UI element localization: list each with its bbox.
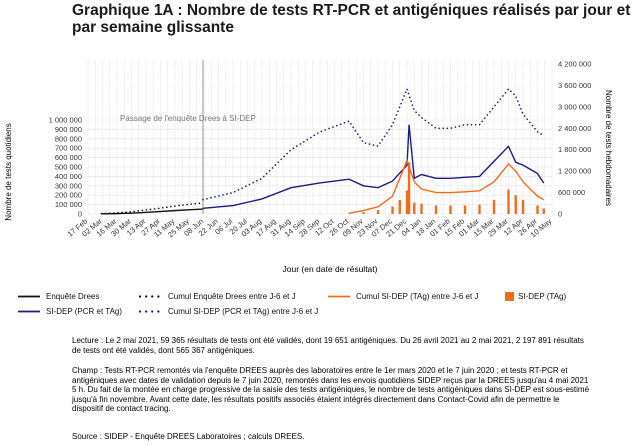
y-right-tick-label: 0 [558,210,562,219]
y-right-tick-label: 4 200 000 [558,60,591,69]
note-source-text: Source : SIDEP - Enquête DREES Laboratoi… [72,432,305,441]
y-left-tick-label: 1 000 000 [49,116,82,125]
y-right-tick-label: 1 800 000 [558,145,591,154]
bar-tag [391,206,394,214]
y-right-tick-label: 1 200 000 [558,167,591,176]
bar-tag [521,199,525,214]
y-axis-right-label: Nombre de tests hebdomadaires [604,90,613,206]
y-left-tick-label: 400 000 [55,172,82,181]
y-right-tick-label: 2 400 000 [558,124,591,133]
note-source: Source : SIDEP - Enquête DREES Laboratoi… [72,432,592,442]
bar-tag [405,190,409,214]
y-right-tick-label: 3 000 000 [558,102,591,111]
y-left-tick-label: 700 000 [55,144,82,153]
y-axis-left-label: Nombre de tests quotidiens [4,123,13,220]
bar-tag [413,202,416,214]
y-left-tick-label: 600 000 [55,153,82,162]
legend-label: SI-DEP (PCR et TAg) [46,307,122,316]
y-left-tick-label: 0 [78,210,82,219]
y-left-tick-label: 500 000 [55,163,82,172]
bar-tag [463,205,467,214]
y-right-tick-label: 3 600 000 [558,81,591,90]
bar-tag [434,205,438,214]
legend-symbol-box [505,292,514,301]
legend-label: Cumul Enquête Drees entre J-6 et J [168,292,296,301]
y-left-tick-label: 800 000 [55,134,82,143]
x-axis-label: Jour (en date de résultat) [283,264,378,274]
bar-tag [362,212,365,214]
bar-tag [507,189,510,214]
switch-annotation: Passage de l'enquête Drees à SI-DEP [120,114,256,123]
legend-label: Cumul SI-DEP (TAg) entre J-6 et J [356,292,478,301]
bar-tag [420,203,423,214]
y-left-tick-label: 300 000 [55,181,82,190]
grid [87,60,553,215]
bar-tag [398,199,401,214]
note-champ-text: Champ : Tests RT-PCR remontés via l'enqu… [72,366,590,414]
bar-tag [542,208,545,214]
y-left-tick-label: 200 000 [55,191,82,200]
bar-tag [492,199,496,214]
bar-tag [478,204,481,214]
y-left-tick-label: 900 000 [55,125,82,134]
bar-tag [376,210,380,214]
legend-label: SI-DEP (TAg) [518,292,566,301]
bars-tag [347,162,545,214]
note-lecture: Lecture : Le 2 mai 2021, 59 365 résultat… [72,336,592,355]
bar-tag [407,162,411,214]
bar-tag [514,195,517,214]
note-champ: Champ : Tests RT-PCR remontés via l'enqu… [72,366,592,414]
chart-title: Graphique 1A : Nombre de tests RT-PCR et… [72,2,631,36]
legend-label: Cumul SI-DEP (PCR et TAg) entre J-6 et J [168,307,318,316]
series-line [101,208,203,215]
note-lecture-text: Lecture : Le 2 mai 2021, 59 365 résultat… [72,336,584,355]
series-line [202,124,545,210]
series-line [348,158,545,214]
y-left-tick-label: 100 000 [55,200,82,209]
legend-label: Enquête Drees [46,292,99,301]
bar-tag [536,205,539,214]
series-line [100,202,204,215]
series-lines [100,86,545,215]
legend: Enquête Drees Cumul Enquête Drees entre J… [18,292,566,316]
y-right-tick-label: 600 000 [558,188,585,197]
bar-tag [449,205,452,214]
